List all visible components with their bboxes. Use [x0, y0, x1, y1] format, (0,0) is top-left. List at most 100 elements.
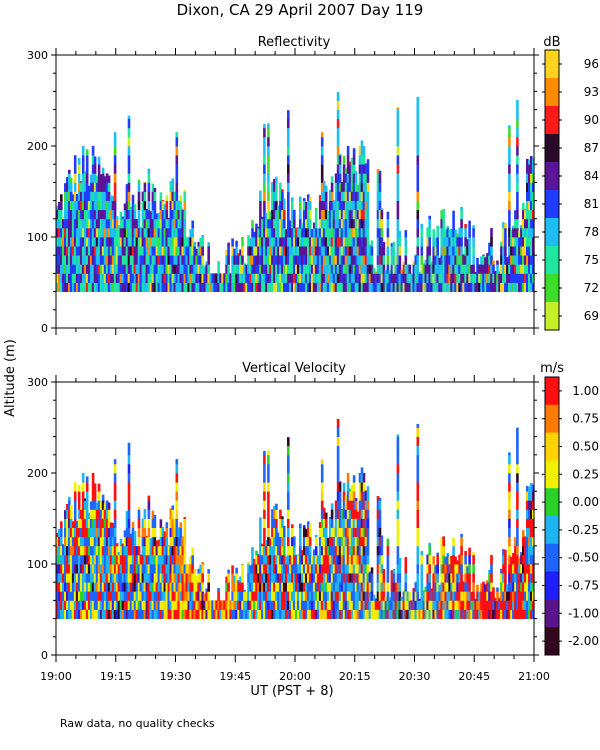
data-cell — [522, 609, 525, 619]
data-cell — [472, 564, 475, 574]
data-cell — [189, 591, 192, 601]
reflectivity-panel-title: Reflectivity — [258, 35, 331, 50]
colorbar-swatch — [545, 78, 559, 107]
data-cell — [348, 600, 352, 610]
data-cell — [81, 155, 85, 165]
data-cell — [426, 564, 429, 574]
data-cell — [442, 209, 445, 211]
data-cell — [133, 531, 137, 538]
data-cell — [422, 273, 426, 283]
data-cell — [117, 554, 121, 565]
data-cell — [281, 554, 284, 565]
data-cell — [426, 582, 429, 592]
data-cell — [111, 582, 115, 592]
data-cell — [217, 600, 220, 610]
data-cell — [131, 237, 135, 247]
data-cell — [404, 273, 408, 283]
data-cell — [107, 545, 111, 556]
data-cell — [197, 282, 200, 292]
data-cell — [426, 237, 429, 247]
data-cell — [125, 511, 129, 519]
data-cell — [287, 136, 290, 147]
colorbar-swatch — [545, 106, 559, 135]
data-cell — [113, 200, 117, 211]
data-cell — [370, 600, 374, 610]
data-cell — [318, 255, 322, 265]
data-cell — [131, 227, 135, 238]
data-cell — [163, 600, 167, 610]
data-cell — [524, 600, 527, 610]
data-cell — [267, 518, 270, 528]
data-cell — [281, 218, 284, 229]
data-cell — [257, 554, 260, 556]
data-cell — [105, 573, 109, 583]
data-cell — [356, 545, 360, 556]
data-cell — [147, 518, 151, 528]
data-cell — [147, 200, 151, 211]
data-cell — [506, 600, 509, 610]
data-cell — [342, 227, 346, 238]
data-cell — [137, 218, 141, 229]
data-cell — [175, 191, 179, 201]
data-cell — [173, 218, 177, 229]
data-cell — [442, 554, 445, 565]
data-cell — [386, 237, 390, 247]
data-cell — [386, 600, 390, 610]
y-tick-label: 300 — [27, 49, 48, 62]
data-cell — [376, 255, 380, 265]
data-cell — [366, 218, 370, 229]
data-cell — [316, 228, 320, 238]
data-cell — [384, 282, 388, 292]
data-cell — [308, 609, 312, 619]
data-cell — [283, 600, 286, 610]
data-cell — [398, 264, 402, 274]
data-cell — [259, 591, 262, 601]
data-cell — [277, 218, 280, 229]
data-cell — [79, 573, 83, 583]
data-cell — [458, 227, 461, 238]
data-cell — [143, 508, 147, 510]
data-cell — [263, 146, 266, 156]
data-cell — [261, 237, 264, 247]
data-cell — [91, 164, 95, 174]
data-cell — [127, 255, 131, 265]
data-cell — [456, 609, 459, 619]
data-cell — [496, 264, 499, 274]
data-cell — [173, 255, 177, 265]
data-cell — [394, 255, 398, 265]
data-cell — [289, 564, 292, 574]
data-cell — [153, 187, 157, 192]
data-cell — [364, 600, 368, 610]
data-cell — [370, 255, 374, 265]
data-cell — [66, 600, 69, 610]
data-cell — [440, 600, 443, 610]
data-cell — [416, 427, 420, 437]
data-cell — [334, 209, 338, 220]
data-cell — [410, 273, 414, 283]
data-cell — [147, 509, 151, 519]
data-cell — [484, 273, 487, 283]
data-cell — [340, 200, 344, 211]
data-cell — [295, 564, 298, 574]
data-cell — [165, 237, 169, 247]
data-cell — [247, 237, 250, 247]
data-cell — [105, 200, 109, 211]
data-cell — [522, 255, 525, 265]
data-cell — [502, 246, 505, 256]
data-cell — [173, 609, 177, 619]
data-cell — [352, 564, 356, 574]
data-cell — [241, 573, 244, 583]
data-cell — [326, 218, 330, 229]
data-cell — [362, 182, 366, 192]
data-cell — [522, 591, 525, 601]
data-cell — [107, 609, 111, 619]
data-cell — [169, 518, 173, 528]
data-cell — [165, 273, 169, 283]
data-cell — [291, 600, 294, 610]
data-cell — [490, 264, 493, 274]
data-cell — [432, 264, 435, 274]
data-cell — [267, 273, 270, 283]
data-cell — [87, 554, 91, 565]
data-cell — [295, 255, 298, 265]
data-cell — [189, 237, 192, 247]
